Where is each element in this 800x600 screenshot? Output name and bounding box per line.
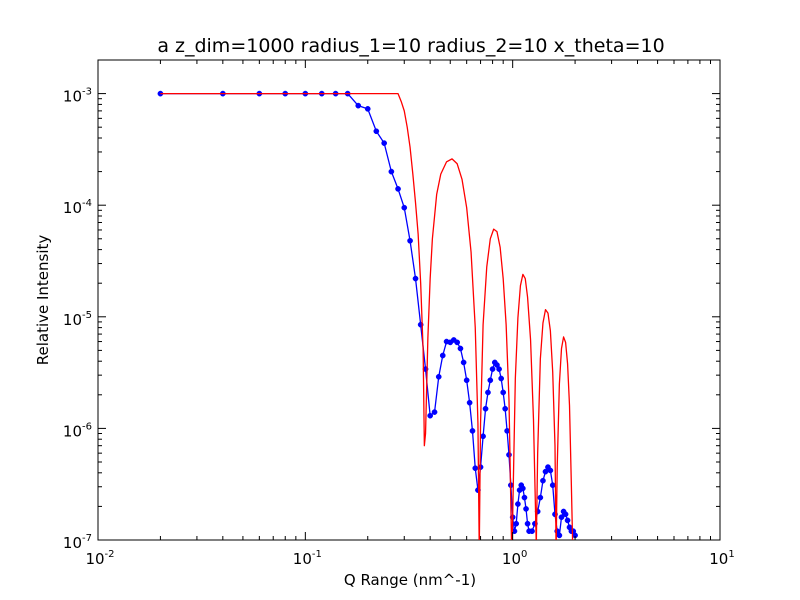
data-point-0-30 <box>466 399 473 406</box>
x-tick-label-3: 101 <box>709 549 734 568</box>
data-point-0-42 <box>496 366 502 372</box>
data-point-0-74 <box>562 511 569 518</box>
data-point-0-43 <box>498 375 505 382</box>
y-axis-label: Relative Intensity <box>34 235 52 366</box>
data-point-0-57 <box>523 506 529 512</box>
y-tick-label-3: 10-4 <box>63 198 92 217</box>
data-point-0-72 <box>558 514 565 521</box>
series-1-line <box>160 92 574 540</box>
data-point-0-29 <box>463 377 470 384</box>
x-tick-label-2: 100 <box>502 549 527 568</box>
data-point-0-36 <box>482 405 489 412</box>
x-tick-label-1: 10-1 <box>293 549 322 568</box>
data-point-0-14 <box>401 204 408 211</box>
data-point-0-16 <box>412 275 419 282</box>
series-layer <box>157 90 578 540</box>
data-point-0-20 <box>431 409 438 415</box>
tick-labels: 10-2 10-1 100 101 10-7 10-6 10-5 10-4 10-3 <box>63 87 735 568</box>
data-point-0-22 <box>439 352 446 359</box>
data-point-0-45 <box>502 405 509 412</box>
data-point-0-75 <box>564 517 571 524</box>
data-point-0-58 <box>524 520 531 527</box>
data-point-0-31 <box>469 428 476 434</box>
data-point-0-44 <box>500 389 507 396</box>
data-point-0-26 <box>454 339 461 346</box>
y-tick-label-4: 10-3 <box>63 87 92 106</box>
data-point-0-63 <box>537 494 544 501</box>
data-point-0-8 <box>355 102 362 109</box>
data-point-0-56 <box>521 494 528 501</box>
y-tick-label-0: 10-7 <box>63 533 92 552</box>
data-point-0-38 <box>487 377 494 384</box>
data-point-0-67 <box>547 467 554 474</box>
y-tick-label-1: 10-6 <box>63 421 92 440</box>
data-point-0-52 <box>515 501 521 507</box>
data-point-0-13 <box>395 186 401 192</box>
data-point-0-32 <box>472 465 479 472</box>
data-point-0-68 <box>549 482 556 489</box>
data-point-0-37 <box>485 389 491 396</box>
data-point-0-71 <box>556 532 563 539</box>
data-point-0-21 <box>435 373 442 380</box>
data-point-0-39 <box>489 366 496 372</box>
data-point-0-28 <box>460 359 467 366</box>
data-point-0-19 <box>427 412 434 419</box>
data-point-0-27 <box>457 345 464 352</box>
data-point-0-9 <box>364 106 371 112</box>
data-point-0-15 <box>407 237 413 244</box>
tick-marks <box>97 60 721 541</box>
data-point-0-11 <box>381 140 388 146</box>
chart-title: a z_dim=1000 radius_1=10 radius_2=10 x_t… <box>157 35 664 57</box>
data-point-0-12 <box>388 168 395 175</box>
data-point-0-51 <box>513 520 520 527</box>
data-point-0-60 <box>529 528 535 535</box>
data-point-0-64 <box>540 477 546 484</box>
data-point-0-10 <box>373 128 380 135</box>
data-point-0-55 <box>520 485 526 492</box>
y-tick-label-2: 10-5 <box>63 310 92 329</box>
x-tick-label-0: 10-2 <box>85 549 114 568</box>
plot-area <box>97 59 721 541</box>
data-point-0-47 <box>506 451 512 458</box>
data-point-0-35 <box>480 433 486 440</box>
x-axis-label: Q Range (nm^-1) <box>344 571 476 589</box>
